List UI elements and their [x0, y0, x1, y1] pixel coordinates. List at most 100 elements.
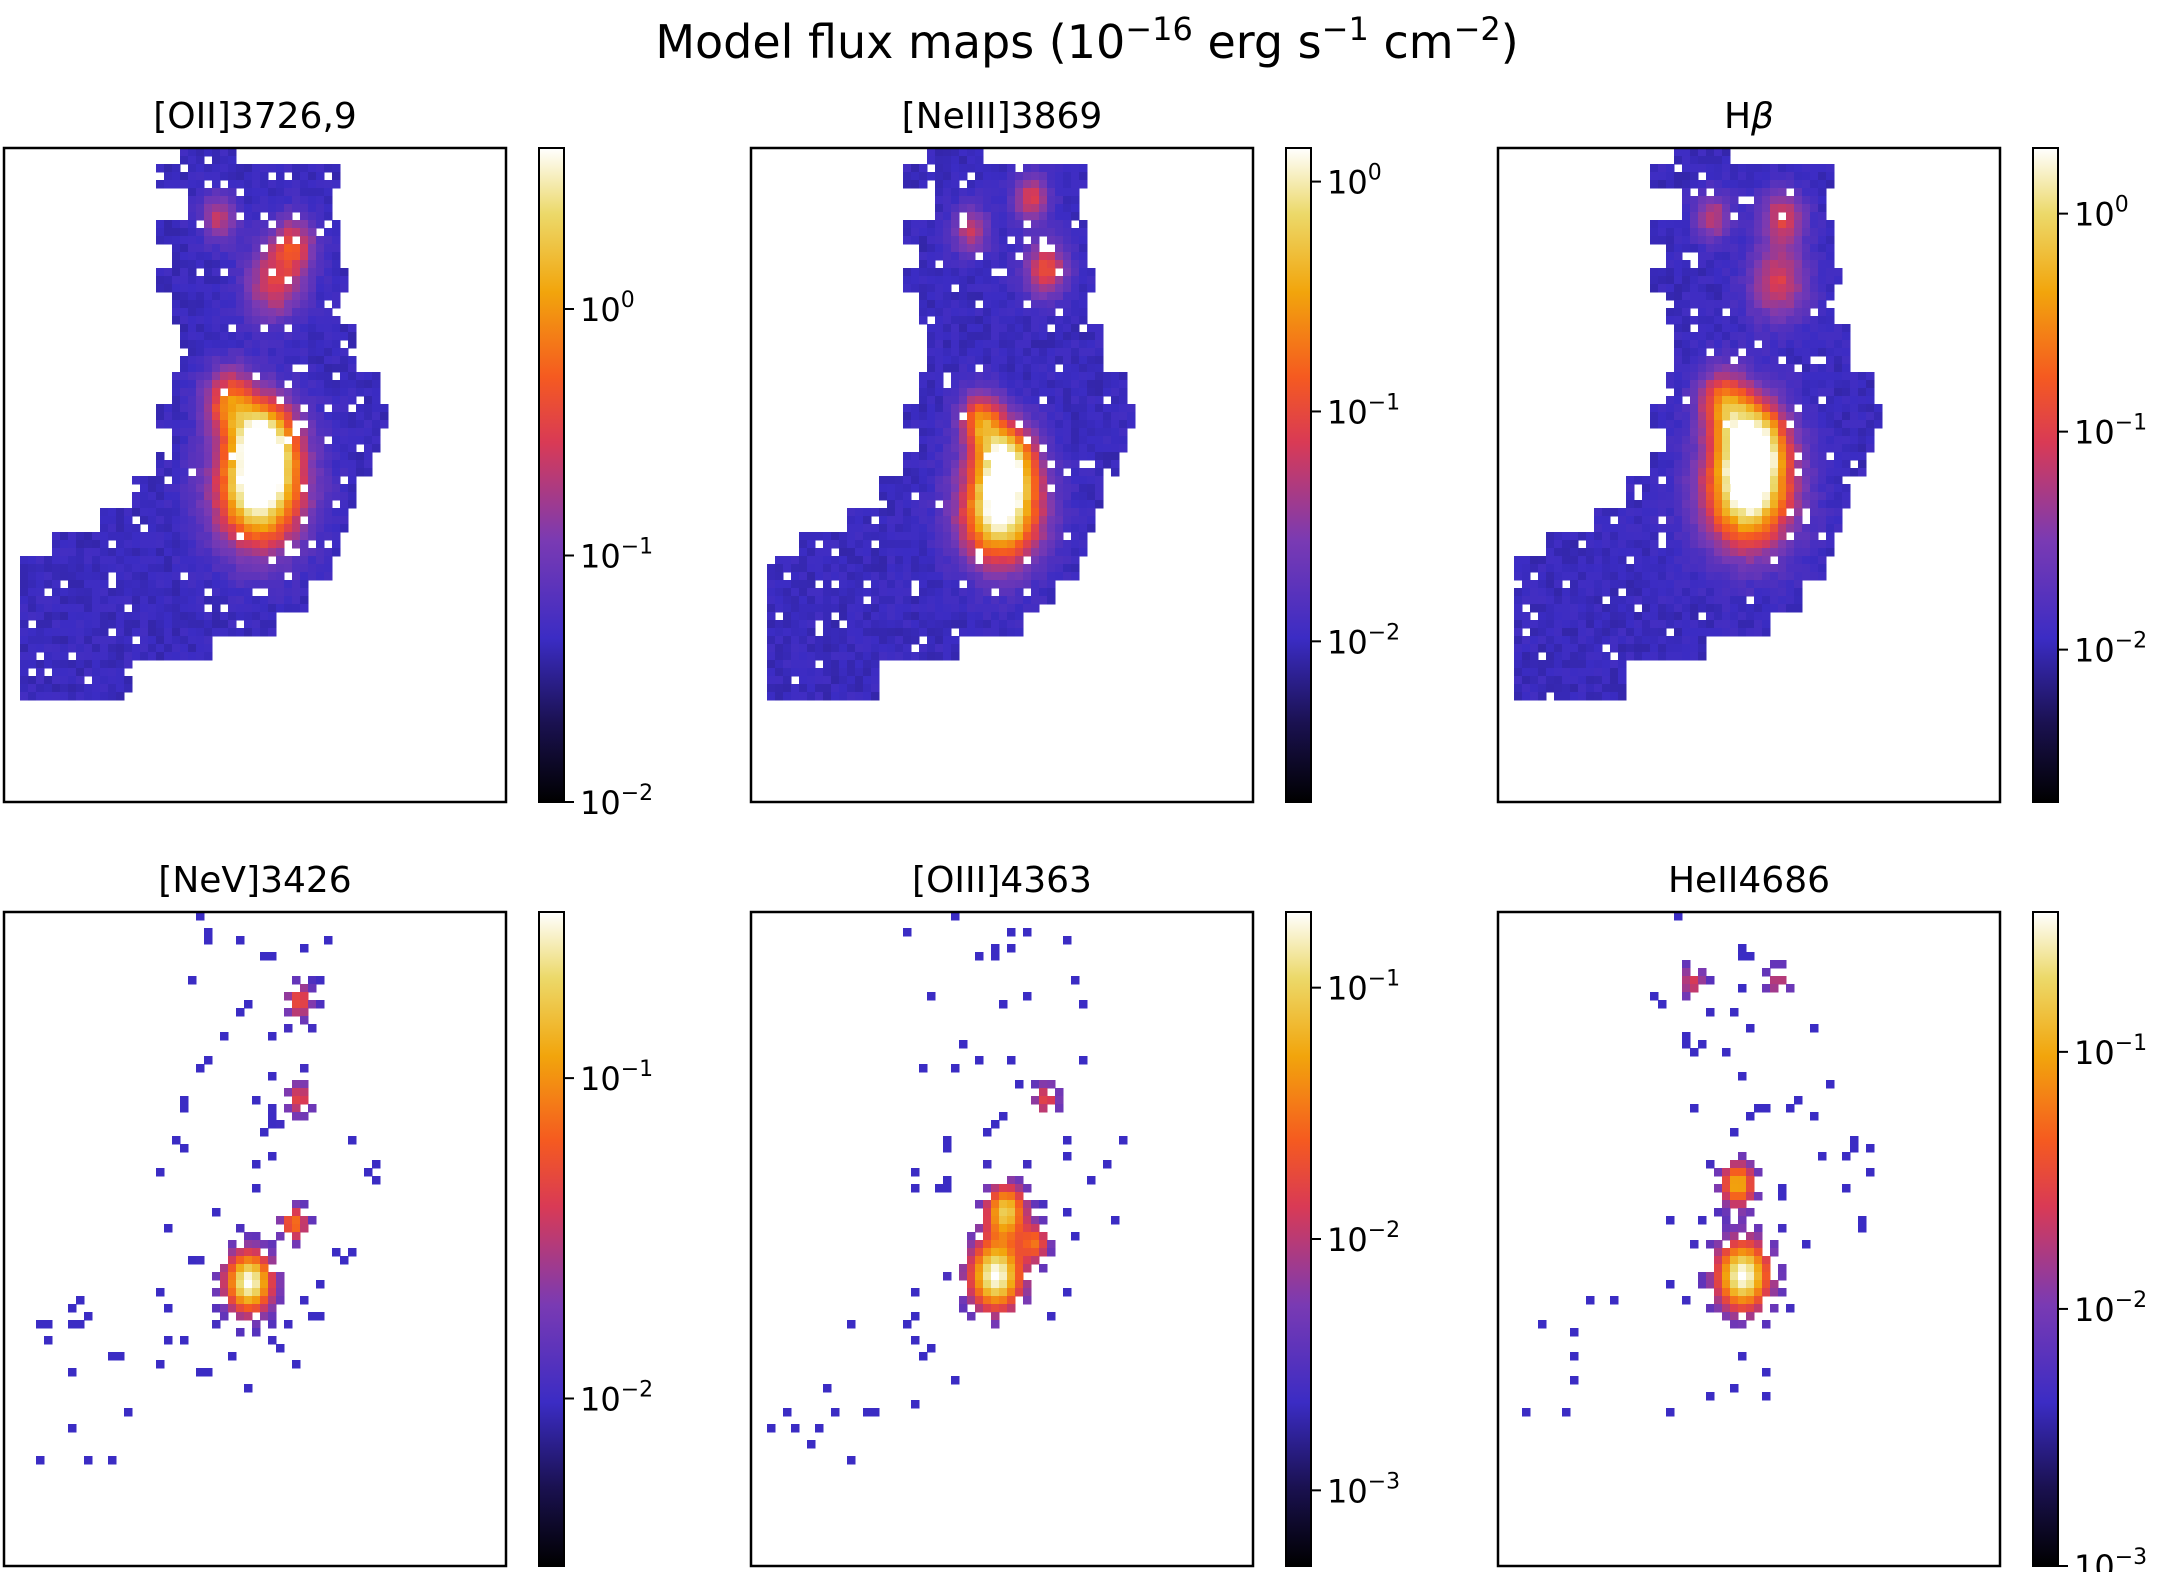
heatmap-cell	[1698, 204, 1707, 213]
heatmap-cell	[276, 508, 285, 517]
heatmap-cell	[60, 596, 69, 605]
heatmap-cell	[324, 420, 333, 429]
heatmap-cell	[284, 396, 293, 405]
heatmap-cell	[911, 636, 920, 645]
heatmap-cell	[839, 676, 848, 685]
heatmap-cell	[975, 356, 984, 365]
heatmap-cell	[172, 412, 181, 421]
axes-frame	[2, 146, 508, 804]
heatmap-cell	[1039, 356, 1048, 365]
heatmap-cell	[943, 524, 952, 533]
heatmap-cell	[1730, 164, 1739, 173]
heatmap-cell	[236, 348, 245, 357]
heatmap-cell	[1698, 644, 1707, 653]
heatmap-cell	[52, 548, 61, 557]
heatmap-cell	[1023, 420, 1032, 429]
heatmap-cell	[927, 372, 936, 381]
heatmap-cell	[1698, 252, 1707, 261]
heatmap-cell	[1047, 276, 1056, 285]
heatmap-cell	[967, 548, 976, 557]
heatmap-cell	[911, 468, 920, 477]
heatmap-cell	[1738, 412, 1747, 421]
heatmap-cell	[1746, 508, 1755, 517]
heatmap-cell	[196, 196, 205, 205]
heatmap-cell	[380, 404, 389, 413]
heatmap-cell	[1103, 428, 1112, 437]
heatmap-cell	[1658, 220, 1667, 229]
heatmap-cell	[1602, 612, 1611, 621]
heatmap-cell	[1706, 268, 1715, 277]
heatmap-cell	[180, 580, 189, 589]
heatmap-cell	[1738, 420, 1747, 429]
heatmap-cell	[919, 308, 928, 317]
heatmap-cell	[831, 556, 840, 565]
heatmap-cell	[220, 628, 229, 637]
heatmap-cell	[1722, 268, 1731, 277]
heatmap-cell	[983, 372, 992, 381]
heatmap-cell	[348, 332, 357, 341]
heatmap-cell	[1666, 644, 1675, 653]
heatmap-cell	[1674, 180, 1683, 189]
heatmap-cell	[1682, 364, 1691, 373]
heatmap-cell	[1674, 500, 1683, 509]
heatmap-cell	[316, 476, 325, 485]
heatmap-cell	[1730, 372, 1739, 381]
heatmap-cell	[1602, 676, 1611, 685]
heatmap-cell	[967, 580, 976, 589]
heatmap-cell	[1586, 580, 1595, 589]
heatmap-cell	[28, 652, 37, 661]
heatmap-cell	[919, 548, 928, 557]
heatmap-cell	[1706, 196, 1715, 205]
heatmap-cell	[1674, 396, 1683, 405]
heatmap-cell	[863, 612, 872, 621]
heatmap-cell	[911, 540, 920, 549]
heatmap-cell	[36, 684, 45, 693]
heatmap-cell	[911, 268, 920, 277]
heatmap-cell	[364, 444, 373, 453]
heatmap-cell	[276, 316, 285, 325]
heatmap-cell	[1562, 556, 1571, 565]
heatmap-cell	[935, 556, 944, 565]
heatmap-cell	[1802, 468, 1811, 477]
heatmap-cell	[260, 396, 269, 405]
heatmap-cell	[823, 636, 832, 645]
heatmap-cell	[1842, 492, 1851, 501]
heatmap-cell	[340, 444, 349, 453]
heatmap-cell	[1650, 164, 1659, 173]
heatmap-cell	[212, 148, 221, 157]
heatmap-cell	[927, 420, 936, 429]
heatmap-cell	[1111, 468, 1120, 477]
heatmap-cell	[1730, 508, 1739, 517]
heatmap-cell	[300, 436, 309, 445]
heatmap-cell	[244, 468, 253, 477]
heatmap-cell	[807, 612, 816, 621]
heatmap-cell	[1538, 684, 1547, 693]
heatmap-cell	[276, 228, 285, 237]
heatmap-cell	[935, 372, 944, 381]
heatmap-cell	[172, 644, 181, 653]
heatmap-cell	[204, 540, 213, 549]
heatmap-cell	[1778, 420, 1787, 429]
heatmap-cell	[1826, 548, 1835, 557]
heatmap-cell	[999, 244, 1008, 253]
heatmap-cell	[236, 356, 245, 365]
heatmap-cell	[1826, 260, 1835, 269]
heatmap-cell	[220, 340, 229, 349]
heatmap-cell	[1007, 452, 1016, 461]
heatmap-cell	[767, 620, 776, 629]
heatmap-cell	[1690, 388, 1699, 397]
heatmap-cell	[340, 364, 349, 373]
heatmap-cell	[1594, 676, 1603, 685]
heatmap-cell	[300, 164, 309, 173]
heatmap-cell	[332, 172, 341, 181]
heatmap-cell	[268, 300, 277, 309]
heatmap-cell	[1770, 596, 1779, 605]
heatmap-cell	[1794, 172, 1803, 181]
heatmap-cell	[943, 148, 952, 157]
heatmap-cell	[292, 484, 301, 493]
heatmap-cell	[316, 436, 325, 445]
heatmap-cell	[156, 284, 165, 293]
heatmap-cell	[212, 460, 221, 469]
heatmap-cell	[1031, 300, 1040, 309]
heatmap-cell	[180, 268, 189, 277]
